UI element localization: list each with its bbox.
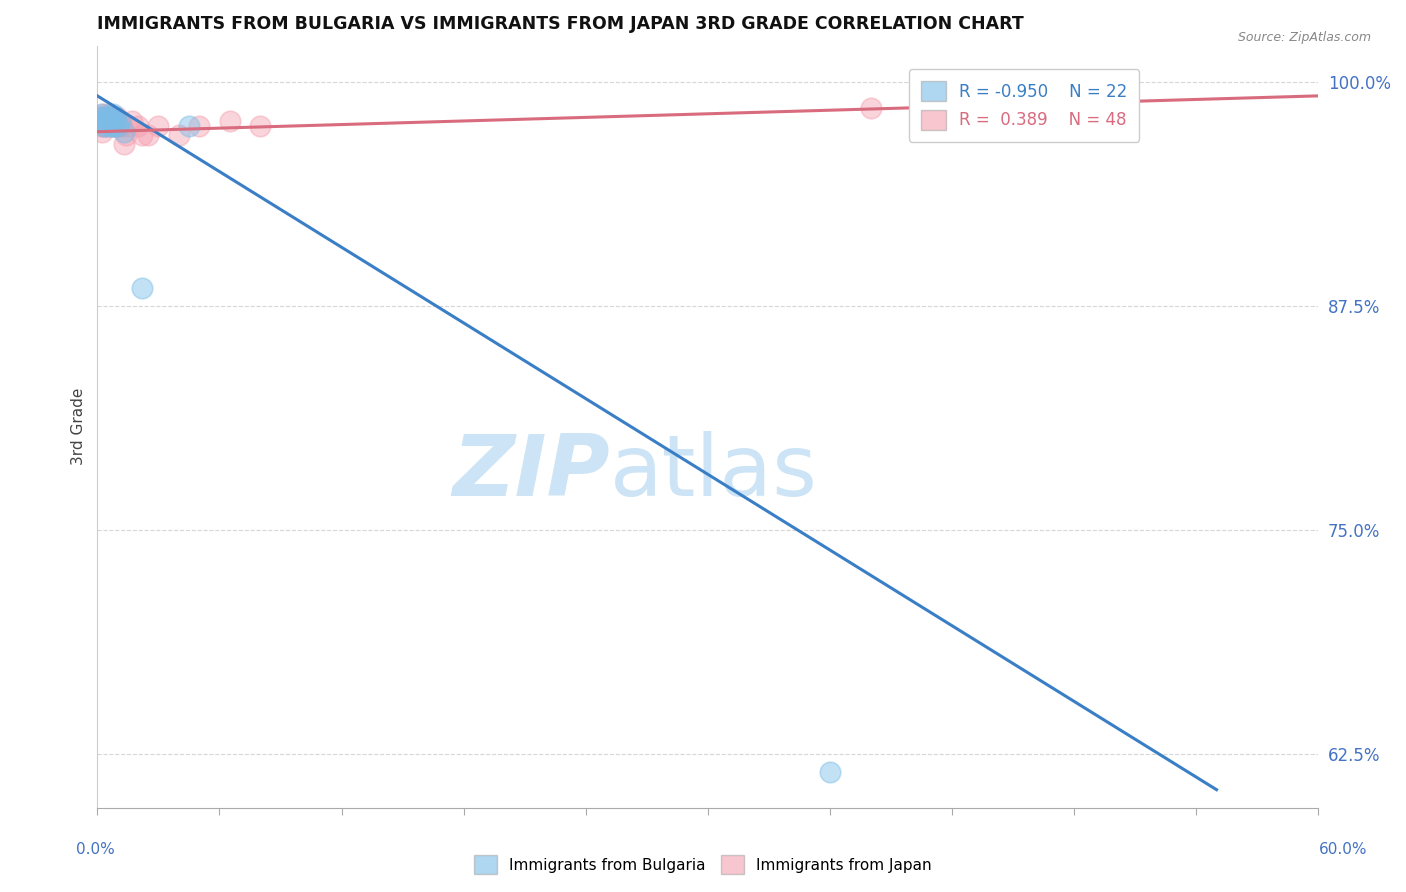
Point: [93, 114, 115, 128]
Legend: R = -0.950    N = 22, R =  0.389    N = 48: R = -0.950 N = 22, R = 0.389 N = 48: [910, 70, 1139, 142]
Point: [981, 114, 1004, 128]
Point: [96, 120, 118, 134]
Point: [103, 120, 125, 134]
Point: [104, 114, 127, 128]
Point: [93, 120, 115, 134]
Point: [101, 111, 124, 125]
Point: [249, 120, 271, 134]
Point: [103, 120, 125, 134]
Point: [96, 114, 118, 128]
Text: Source: ZipAtlas.com: Source: ZipAtlas.com: [1237, 31, 1371, 45]
Point: [131, 281, 153, 295]
Text: IMMIGRANTS FROM BULGARIA VS IMMIGRANTS FROM JAPAN 3RD GRADE CORRELATION CHART: IMMIGRANTS FROM BULGARIA VS IMMIGRANTS F…: [97, 15, 1024, 33]
Point: [97, 114, 120, 128]
Point: [121, 114, 143, 128]
Point: [104, 111, 127, 125]
Point: [89, 111, 111, 125]
Point: [107, 120, 129, 134]
Point: [148, 120, 170, 134]
Point: [97, 114, 120, 128]
Point: [96, 111, 118, 125]
Point: [218, 114, 240, 128]
Point: [90, 114, 112, 128]
Text: ZIP: ZIP: [453, 431, 610, 514]
Point: [90, 120, 112, 134]
Point: [101, 107, 124, 121]
Text: atlas: atlas: [610, 431, 818, 514]
Point: [112, 137, 135, 152]
Point: [103, 114, 125, 128]
Point: [127, 120, 149, 134]
Point: [98, 114, 121, 128]
Point: [177, 120, 200, 134]
Point: [117, 120, 139, 134]
Point: [89, 114, 111, 128]
Point: [91, 125, 114, 139]
Point: [91, 107, 114, 121]
Point: [100, 114, 122, 128]
Point: [93, 114, 115, 128]
Text: 0.0%: 0.0%: [76, 842, 115, 856]
Point: [100, 120, 122, 134]
Text: 60.0%: 60.0%: [1319, 842, 1367, 856]
Point: [131, 128, 153, 143]
Point: [89, 111, 111, 125]
Point: [188, 120, 211, 134]
Point: [112, 125, 135, 139]
Point: [100, 120, 122, 134]
Point: [98, 111, 121, 125]
Point: [93, 111, 115, 125]
Point: [93, 111, 115, 125]
Point: [115, 128, 138, 143]
Point: [111, 120, 134, 134]
Point: [96, 111, 118, 125]
Legend: Immigrants from Bulgaria, Immigrants from Japan: Immigrants from Bulgaria, Immigrants fro…: [468, 849, 938, 880]
Point: [818, 764, 841, 779]
Point: [94, 120, 117, 134]
Point: [107, 114, 129, 128]
Point: [94, 114, 117, 128]
Point: [104, 120, 127, 134]
Point: [96, 107, 118, 121]
Point: [100, 120, 122, 134]
Y-axis label: 3rd Grade: 3rd Grade: [72, 388, 86, 466]
Point: [94, 120, 117, 134]
Point: [167, 128, 190, 143]
Point: [107, 114, 129, 128]
Point: [105, 111, 128, 125]
Point: [93, 120, 115, 134]
Point: [97, 114, 120, 128]
Point: [96, 111, 118, 125]
Point: [104, 120, 127, 134]
Point: [104, 114, 127, 128]
Point: [108, 114, 131, 128]
Point: [107, 120, 129, 134]
Point: [108, 114, 131, 128]
Point: [100, 114, 122, 128]
Point: [91, 107, 114, 121]
Point: [98, 111, 121, 125]
Point: [136, 128, 159, 143]
Point: [859, 102, 882, 116]
